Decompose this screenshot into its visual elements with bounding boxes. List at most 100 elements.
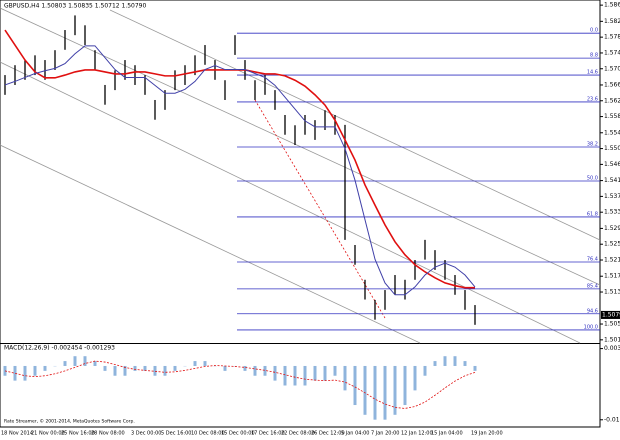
fib-label: 8.8: [590, 53, 598, 59]
macd-bar: [373, 365, 377, 420]
x-tick-label: 18 Nov 2014: [1, 431, 33, 437]
chart-title: GBPUSD,H4 1.50803 1.50835 1.50712 1.5079…: [4, 3, 146, 10]
fib-label: 94.6: [587, 308, 598, 314]
x-tick-label: 15 Dec 00:00: [221, 431, 255, 437]
macd-bar: [253, 365, 257, 376]
y-tick-label: 0.00356: [604, 345, 620, 352]
macd-bar: [23, 365, 27, 381]
macd-bar: [43, 365, 47, 371]
macd-bar: [273, 365, 277, 381]
channel-line: [0, 61, 581, 344]
channel-line: [0, 144, 421, 344]
macd-bar: [353, 365, 357, 406]
macd-bar: [423, 365, 427, 376]
macd-bar: [33, 365, 37, 376]
x-tick-label: 5 Dec 16:00: [161, 431, 191, 437]
x-tick-label: 5 Jan 04:00: [341, 431, 369, 437]
macd-bar: [433, 361, 437, 366]
plot-frame: [0, 0, 601, 428]
macd-bar: [243, 365, 247, 371]
macd-bar: [133, 365, 137, 371]
macd-bar: [463, 361, 467, 366]
x-tick-label: 7 Jan 20:00: [371, 431, 399, 437]
macd-bar: [293, 365, 297, 386]
fib-label: 50.0: [587, 175, 598, 181]
macd-title: MACD(12,26,9) -0.002454 -0.001293: [4, 345, 115, 352]
macd-bar: [303, 365, 307, 386]
x-tick-label: 22 Dec 08:00: [281, 431, 315, 437]
channel-line: [109, 9, 601, 241]
macd-bar: [343, 365, 347, 391]
y-tick-label: 1.57020: [604, 65, 620, 72]
macd-bar: [123, 365, 127, 376]
y-tick-label: 1.56610: [604, 81, 620, 88]
last-price-box: [601, 310, 620, 319]
macd-bar: [13, 365, 17, 381]
macd-bar: [203, 361, 207, 366]
moving-average: [4, 45, 476, 296]
y-tick-label: 1.55400: [604, 129, 620, 136]
macd-bar: [173, 365, 177, 371]
x-tick-label: 12 Jan 12:00: [401, 431, 433, 437]
x-tick-label: 15 Jan 04:00: [431, 431, 463, 437]
last-price-label: 1.50790: [602, 311, 620, 318]
x-tick-label: 28 Nov 08:00: [91, 431, 125, 437]
y-tick-label: 1.55810: [604, 113, 620, 120]
macd-bar: [103, 365, 107, 371]
fib-label: 38.2: [587, 142, 598, 148]
fib-label: 100.0: [584, 324, 598, 330]
fib-label: 76.4: [587, 256, 598, 262]
y-tick-label: 1.54190: [604, 177, 620, 184]
macd-bar: [163, 365, 167, 376]
y-tick-label: 1.54600: [604, 161, 620, 168]
macd-bar: [93, 361, 97, 366]
macd-bar: [443, 356, 447, 366]
fib-label: 61.8: [587, 211, 598, 217]
x-tick-label: 10 Dec 08:00: [191, 431, 225, 437]
fib-label: 85.4: [587, 283, 598, 289]
y-tick-label: 1.56210: [604, 97, 620, 104]
signal-line: [4, 360, 476, 409]
y-tick-label: 1.53790: [604, 193, 620, 200]
y-tick-label: 1.50560: [604, 321, 620, 328]
y-tick-label: 1.57820: [604, 34, 620, 41]
macd-bar: [153, 365, 157, 376]
macd-bar: [113, 365, 117, 376]
y-tick-label: 1.51370: [604, 289, 620, 296]
y-tick-label: 1.52580: [604, 241, 620, 248]
macd-bar: [193, 361, 197, 366]
macd-bar: [263, 365, 267, 376]
macd-bar: [363, 365, 367, 415]
macd-bar: [453, 356, 457, 366]
y-tick-label: 1.52980: [604, 225, 620, 232]
y-tick-label: 1.53390: [604, 209, 620, 216]
macd-bar: [283, 365, 287, 386]
y-tick-label: 1.55000: [604, 145, 620, 152]
macd-bar: [323, 365, 327, 381]
y-tick-label: -0.01102: [604, 416, 620, 423]
y-tick-label: 1.57420: [604, 49, 620, 56]
macd-bar: [313, 365, 317, 381]
macd-bar: [383, 365, 387, 420]
footer: Rate Streamer, © 2001-2014, MetaQuotes S…: [4, 418, 135, 425]
macd-bar: [223, 365, 227, 371]
y-tick-label: 1.51770: [604, 273, 620, 280]
x-tick-label: 3 Dec 00:00: [131, 431, 161, 437]
y-tick-label: 1.50160: [604, 336, 620, 343]
macd-bar: [73, 356, 77, 366]
macd-bar: [403, 365, 407, 406]
channel-line: [0, 7, 601, 286]
macd-bar: [333, 365, 337, 376]
macd-bar: [63, 361, 67, 366]
fib-label: 23.6: [587, 96, 598, 102]
macd-bar: [83, 356, 87, 366]
y-tick-label: 1.58220: [604, 18, 620, 25]
y-tick-label: 1.52180: [604, 257, 620, 264]
x-tick-label: 19 Jan 20:00: [471, 431, 503, 437]
macd-bar: [143, 365, 147, 371]
x-tick-label: 17 Dec 16:00: [251, 431, 285, 437]
x-tick-label: 25 Nov 16:00: [61, 431, 95, 437]
x-tick-label: 21 Nov 00:00: [31, 431, 65, 437]
fib-label: 0.0: [590, 28, 598, 34]
